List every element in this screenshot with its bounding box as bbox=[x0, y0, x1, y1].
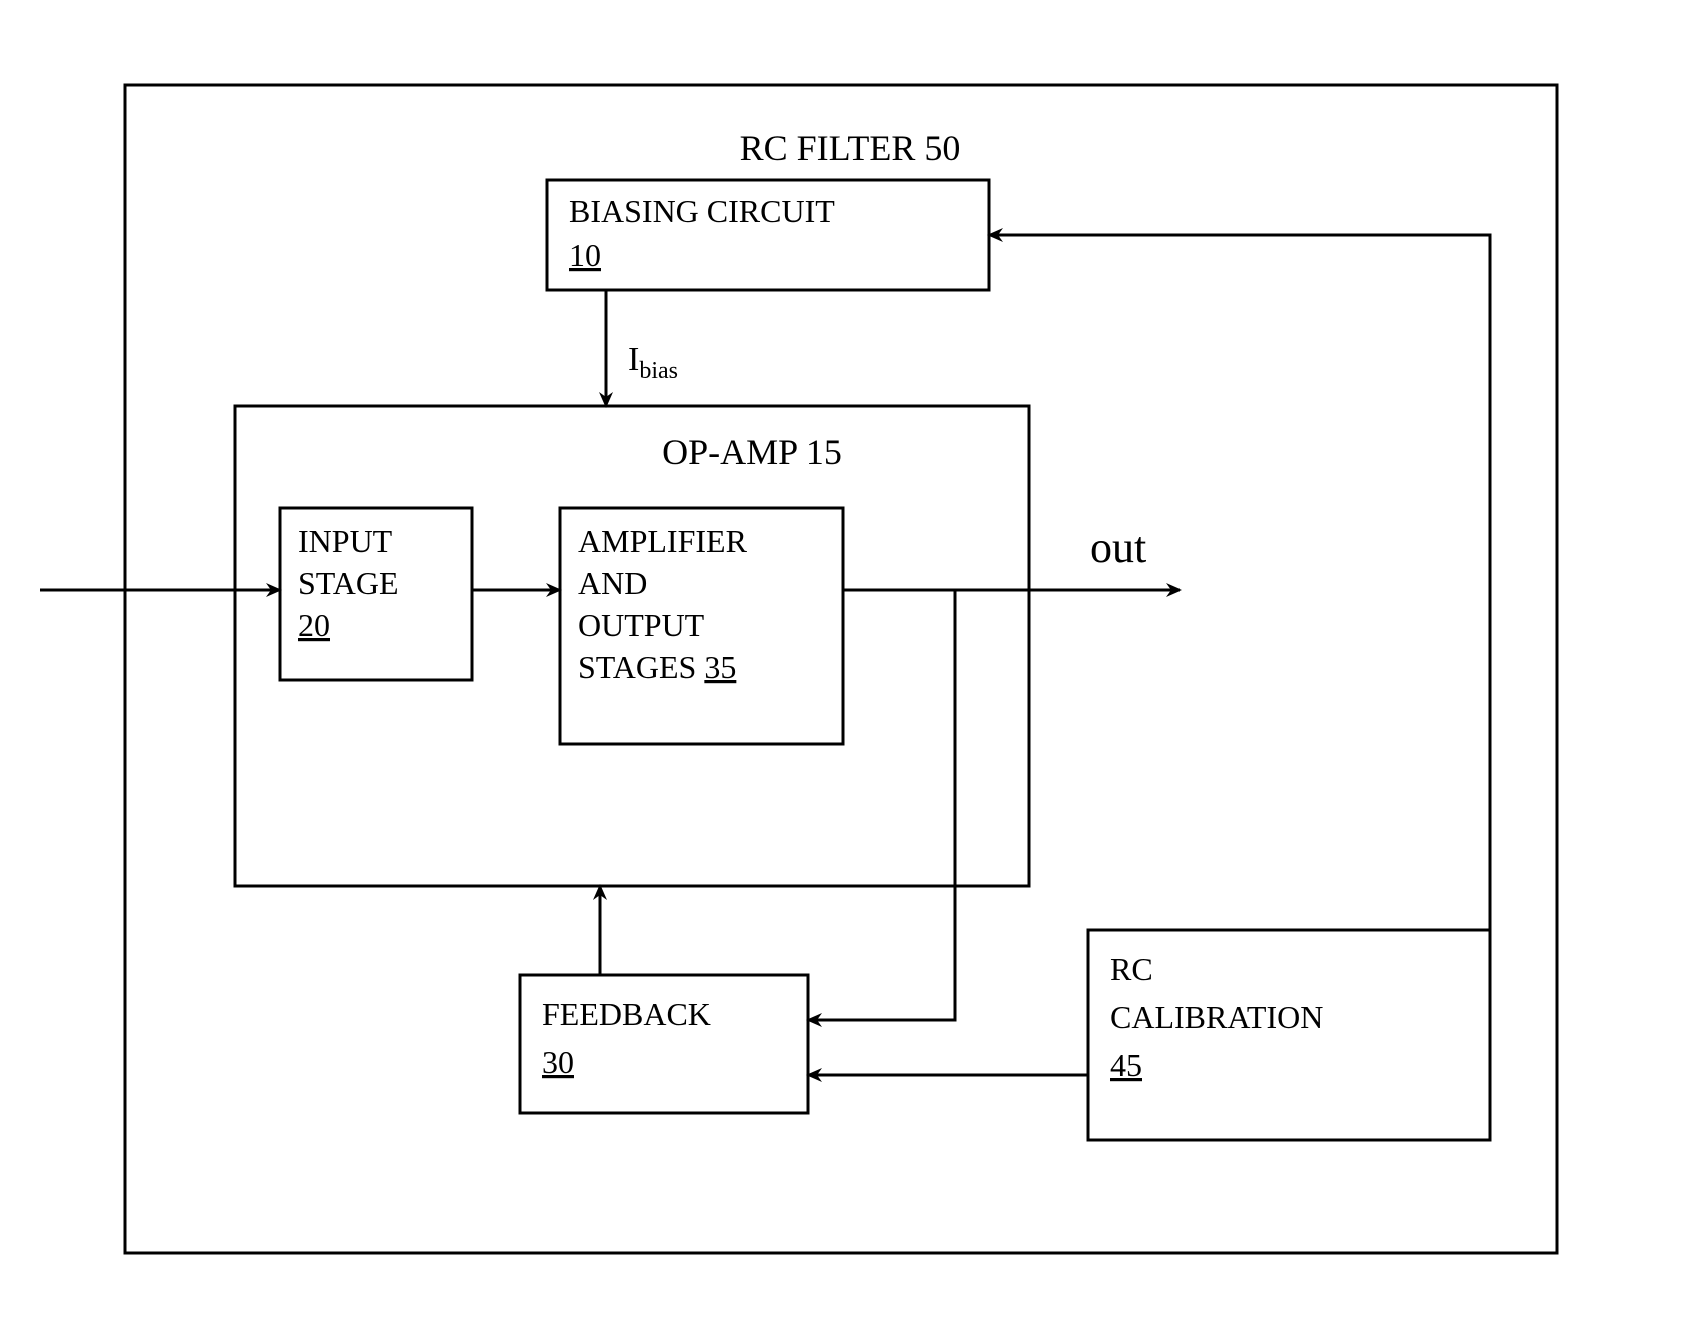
biasing-circuit-ref: 10 bbox=[569, 237, 601, 273]
out-label: out bbox=[1090, 523, 1146, 572]
biasing-circuit-label: BIASING CIRCUIT bbox=[569, 193, 835, 229]
rc-filter-diagram: RC FILTER 50 BIASING CIRCUIT 10 Ibias OP… bbox=[0, 0, 1684, 1322]
opamp-title: OP-AMP 15 bbox=[662, 432, 842, 472]
container-title: RC FILTER 50 bbox=[740, 128, 961, 168]
